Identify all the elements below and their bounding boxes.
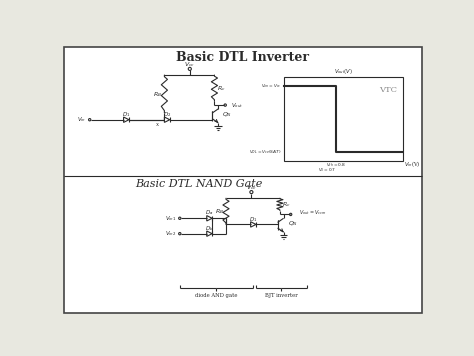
Text: $Q_N$: $Q_N$ — [222, 110, 233, 119]
Text: $D_1$: $D_1$ — [249, 215, 257, 224]
Text: $V_{cc}$: $V_{cc}$ — [184, 60, 195, 69]
Text: $R_c$: $R_c$ — [283, 200, 291, 209]
Text: $R_B$: $R_B$ — [215, 207, 224, 216]
Text: $Q_N$: $Q_N$ — [288, 219, 298, 228]
Text: Basic DTL Inverter: Basic DTL Inverter — [176, 51, 310, 64]
Polygon shape — [124, 117, 129, 122]
Circle shape — [179, 232, 181, 235]
Text: $V_{out}$: $V_{out}$ — [231, 101, 244, 110]
Text: diode AND gate: diode AND gate — [195, 293, 237, 298]
Text: $V_{in2}$: $V_{in2}$ — [165, 229, 176, 238]
Text: $V_{out}=V_{ccm}$: $V_{out}=V_{ccm}$ — [299, 208, 326, 216]
Text: $V_{th}=0.8$: $V_{th}=0.8$ — [326, 161, 346, 169]
Circle shape — [290, 213, 292, 216]
Circle shape — [89, 119, 91, 121]
Circle shape — [179, 217, 181, 219]
Text: $D_b$: $D_b$ — [205, 224, 213, 233]
Text: x: x — [156, 122, 159, 127]
Bar — [284, 77, 403, 161]
Polygon shape — [251, 222, 256, 227]
Circle shape — [188, 67, 191, 70]
Text: $V_{in}$(V): $V_{in}$(V) — [404, 159, 420, 169]
Text: $R_c$: $R_c$ — [217, 84, 226, 93]
Text: $V_{cc}$: $V_{cc}$ — [246, 183, 257, 192]
Text: $R_B$: $R_B$ — [153, 90, 162, 99]
Text: $V_{in}$: $V_{in}$ — [77, 115, 86, 124]
Text: $D_1$: $D_1$ — [122, 110, 130, 119]
Text: $V_{in1}$: $V_{in1}$ — [165, 214, 176, 223]
Text: $V_{OL}=V_{ce}(SAT)$: $V_{OL}=V_{ce}(SAT)$ — [249, 148, 282, 156]
Text: BJT inverter: BJT inverter — [265, 293, 298, 298]
Text: Basic DTL NAND Gate: Basic DTL NAND Gate — [136, 179, 263, 189]
Text: $V_{il}=0.7$: $V_{il}=0.7$ — [318, 166, 336, 174]
Circle shape — [250, 190, 253, 194]
Text: $D_a$: $D_a$ — [205, 209, 213, 218]
Text: $V_{on}=V_{cc}$: $V_{on}=V_{cc}$ — [261, 82, 282, 90]
Polygon shape — [164, 117, 170, 122]
Text: $V_{out}(V)$: $V_{out}(V)$ — [334, 67, 353, 76]
Circle shape — [224, 104, 227, 106]
Polygon shape — [207, 231, 212, 236]
Text: $D_2$: $D_2$ — [163, 110, 171, 119]
Text: VTC: VTC — [379, 87, 397, 94]
Polygon shape — [207, 216, 212, 221]
